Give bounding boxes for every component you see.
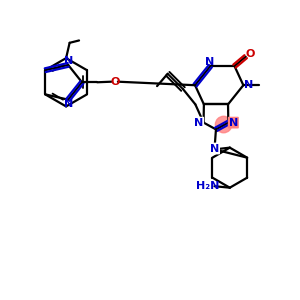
Text: N: N bbox=[194, 118, 203, 128]
Circle shape bbox=[215, 116, 232, 133]
Text: N: N bbox=[244, 80, 253, 90]
Text: N: N bbox=[64, 56, 73, 66]
Text: N: N bbox=[229, 118, 238, 128]
Text: N: N bbox=[64, 99, 73, 109]
Text: H₂N: H₂N bbox=[196, 181, 219, 190]
Text: N: N bbox=[210, 143, 219, 154]
Text: O: O bbox=[111, 77, 120, 87]
Text: N: N bbox=[205, 57, 214, 67]
Text: O: O bbox=[246, 49, 255, 59]
